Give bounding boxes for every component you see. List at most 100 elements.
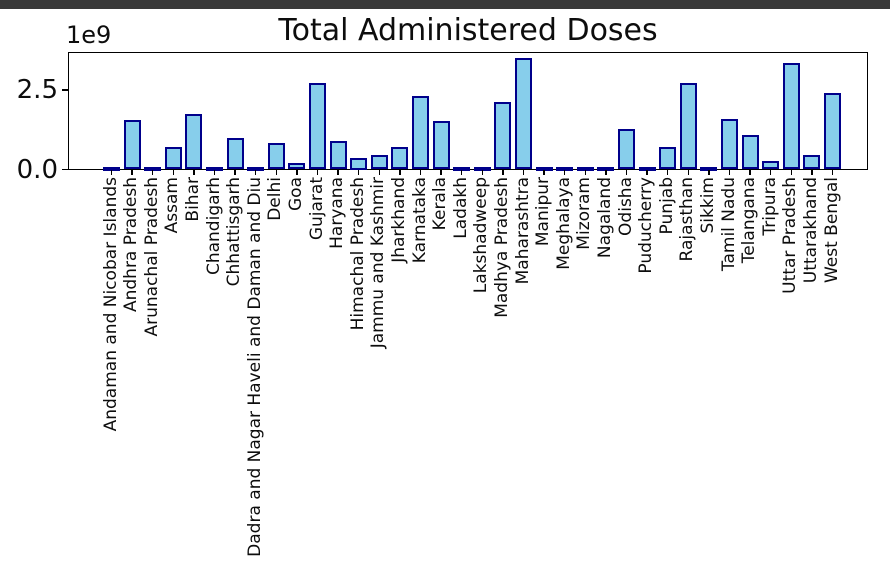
x-tick-label: Arunachal Pradesh (141, 176, 162, 337)
x-tick-label: Uttar Pradesh (780, 176, 801, 294)
bar-jharkhand (391, 147, 409, 170)
x-axis-tick (234, 169, 236, 175)
x-tick-label: Jammu and Kashmir (368, 176, 389, 348)
x-axis-tick (522, 169, 525, 175)
x-axis-tick (749, 169, 751, 175)
bar-telangana (741, 134, 759, 170)
x-axis-tick (708, 169, 710, 175)
x-axis-tick (399, 169, 401, 175)
x-tick-label: Rajasthan (677, 176, 698, 262)
bar-west-bengal (824, 92, 841, 170)
x-axis-tick (419, 169, 422, 175)
x-axis-tick (831, 169, 834, 175)
bar-gujarat (309, 82, 326, 170)
y-tick-label: 2.5 (16, 75, 58, 106)
x-tick-label: Meghalaya (553, 176, 574, 270)
x-tick-label: Kerala (430, 176, 451, 230)
window-top-bar (0, 0, 890, 9)
x-tick-label: Andaman and Nicobar Islands (100, 176, 121, 431)
x-axis-tick (481, 169, 484, 175)
x-tick-label: Gujarat (306, 176, 327, 240)
x-tick-label: Delhi (265, 176, 286, 221)
x-tick-label: Mizoram (574, 176, 595, 250)
x-axis-tick (687, 169, 690, 175)
x-axis-tick (584, 169, 587, 175)
x-tick-label: Goa (285, 176, 306, 211)
bar-haryana (329, 141, 347, 170)
bar-madhya-pradesh (494, 102, 512, 170)
bar-jammu-and-kashmir (370, 154, 388, 170)
x-axis-tick (151, 169, 154, 175)
bar-maharashtra (515, 57, 532, 170)
y-axis-tick (62, 89, 68, 91)
x-axis-tick (790, 169, 793, 175)
x-axis-tick (213, 169, 216, 175)
y-axis-offset-label: 1e9 (66, 21, 112, 49)
x-tick-label: Punjab (656, 176, 677, 234)
x-tick-label: Chandigarh (203, 176, 224, 275)
x-tick-label: Odisha (615, 176, 636, 236)
bar-tripura (762, 160, 780, 170)
x-axis-tick (254, 169, 257, 175)
bar-bihar (185, 114, 203, 170)
x-tick-label: Assam (162, 176, 183, 233)
chart-title: Total Administered Doses (278, 13, 658, 48)
x-tick-label: Tripura (759, 176, 780, 236)
bar-andhra-pradesh (123, 120, 141, 170)
x-axis-tick (378, 169, 381, 175)
x-tick-label: West Bengal (821, 176, 842, 283)
x-tick-label: Ladakh (450, 176, 471, 239)
x-axis-tick (625, 169, 628, 175)
x-axis-tick (440, 169, 442, 175)
x-tick-label: Himachal Pradesh (347, 176, 368, 330)
x-tick-label: Puducherry (636, 176, 657, 274)
x-axis-tick (728, 169, 731, 175)
x-tick-label: Karnataka (409, 176, 430, 263)
x-axis-tick (316, 169, 319, 175)
x-tick-label: Telangana (739, 176, 760, 263)
bar-odisha (618, 128, 635, 170)
bar-himachal-pradesh (350, 157, 368, 170)
x-axis-tick (337, 169, 339, 175)
x-axis-tick (357, 169, 360, 175)
x-tick-label: Sikkim (697, 176, 718, 234)
x-axis-tick (605, 169, 607, 175)
x-axis-tick (275, 169, 278, 175)
bar-goa (288, 162, 306, 170)
y-axis-tick (62, 168, 68, 171)
bar-uttar-pradesh (782, 63, 800, 170)
bar-punjab (659, 147, 677, 170)
x-axis-tick (811, 169, 813, 175)
x-tick-label: Manipur (533, 176, 554, 246)
x-tick-label: Madhya Pradesh (491, 176, 512, 318)
x-tick-label: Uttarakhand (800, 176, 821, 283)
bar-chhattisgarh (226, 137, 244, 170)
bar-assam (164, 146, 182, 170)
x-axis-tick (646, 169, 648, 175)
x-tick-label: Jharkhand (388, 176, 409, 263)
x-axis-tick (172, 169, 175, 175)
x-axis-tick (502, 169, 504, 175)
x-axis-tick (193, 169, 195, 175)
y-tick-label: 0.0 (16, 154, 58, 185)
bar-uttarakhand (803, 155, 821, 170)
bar-karnataka (412, 95, 429, 170)
x-axis-tick (296, 169, 298, 175)
x-tick-label: Dadra and Nagar Haveli and Daman and Diu (244, 176, 265, 557)
x-tick-label: Tamil Nadu (718, 176, 739, 271)
x-axis-tick (110, 169, 113, 175)
x-axis-tick (563, 169, 566, 175)
x-axis-tick (131, 169, 133, 175)
x-axis-tick (666, 169, 669, 175)
x-axis-tick (460, 169, 463, 175)
bar-delhi (267, 142, 285, 170)
x-tick-label: Nagaland (594, 176, 615, 258)
bar-kerala (432, 121, 450, 170)
x-tick-label: Andhra Pradesh (121, 176, 142, 312)
x-tick-label: Chhattisgarh (224, 176, 245, 286)
x-tick-label: Haryana (327, 176, 348, 249)
bar-rajasthan (679, 82, 697, 170)
x-axis-tick (769, 169, 772, 175)
bar-tamil-nadu (721, 119, 738, 170)
